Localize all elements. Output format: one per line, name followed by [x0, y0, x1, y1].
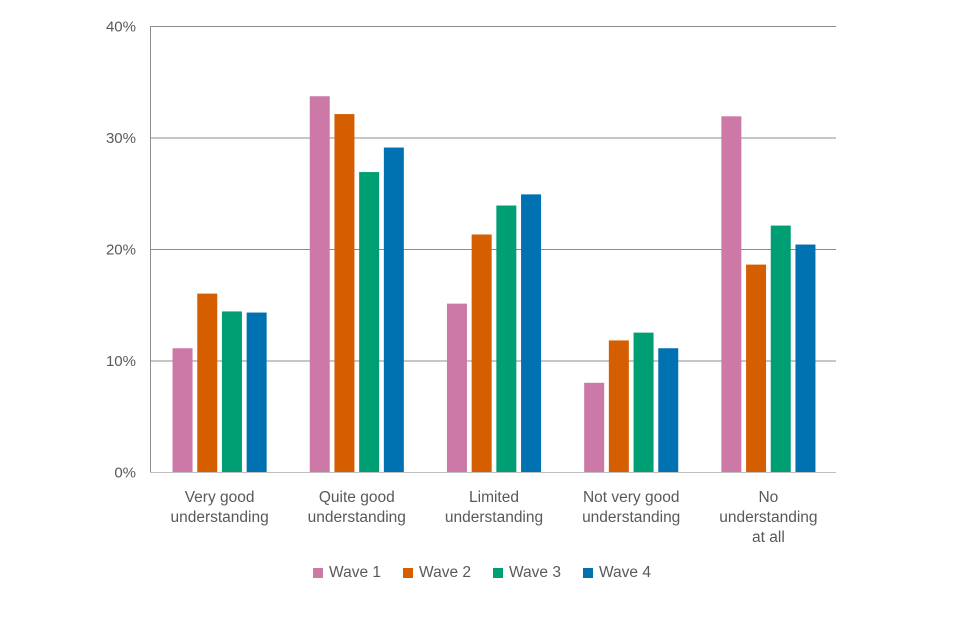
bar-wave-3: [359, 172, 380, 472]
bar-wave-3: [496, 205, 517, 472]
bar-wave-2: [334, 114, 355, 473]
bar-wave-3: [633, 332, 654, 472]
bar-wave-3: [770, 225, 791, 472]
bar-wave-4: [246, 312, 267, 472]
x-tick-label: Very good understanding: [170, 489, 269, 526]
bar-wave-1: [309, 96, 330, 473]
bar-wave-4: [795, 244, 816, 472]
legend-item: Wave 1: [313, 564, 381, 582]
y-tick-label: 20%: [106, 242, 136, 259]
bar-wave-4: [658, 348, 679, 472]
bar-wave-2: [608, 340, 629, 472]
legend-label: Wave 1: [329, 564, 382, 581]
bar-wave-4: [521, 194, 542, 473]
x-tick-label: Quite good understanding: [307, 489, 406, 526]
bar-wave-3: [221, 311, 242, 472]
legend-item: Wave 4: [582, 564, 651, 582]
legend-label: Wave 2: [419, 564, 471, 581]
bar-wave-2: [471, 234, 492, 472]
bar-wave-4: [383, 147, 404, 472]
legend-item: Wave 3: [493, 564, 561, 582]
bar-wave-2: [197, 293, 218, 472]
legend: Wave 1 Wave 2 Wave 3 Wave 4: [0, 564, 960, 582]
legend-label: Wave 3: [509, 564, 561, 581]
x-tick-label: Limited understanding: [444, 489, 544, 526]
legend-swatch: [582, 568, 593, 578]
bar-wave-1: [721, 116, 742, 472]
y-tick-label: 0%: [114, 465, 136, 482]
x-tick-label: No understanding at all: [719, 489, 818, 546]
legend-swatch: [493, 568, 503, 578]
bar-wave-1: [584, 382, 605, 472]
legend-label: Wave 4: [598, 564, 651, 581]
legend-swatch: [313, 568, 324, 578]
legend-swatch: [403, 568, 414, 578]
legend-item: Wave 2: [403, 564, 471, 582]
bar-wave-1: [172, 348, 193, 472]
y-tick-label: 30%: [106, 130, 136, 147]
x-tick-label: Not very good understanding: [582, 489, 681, 526]
y-tick-label: 10%: [106, 353, 136, 370]
bar-wave-2: [746, 264, 767, 472]
bar-wave-1: [446, 303, 467, 472]
y-tick-label: 40%: [106, 19, 136, 36]
